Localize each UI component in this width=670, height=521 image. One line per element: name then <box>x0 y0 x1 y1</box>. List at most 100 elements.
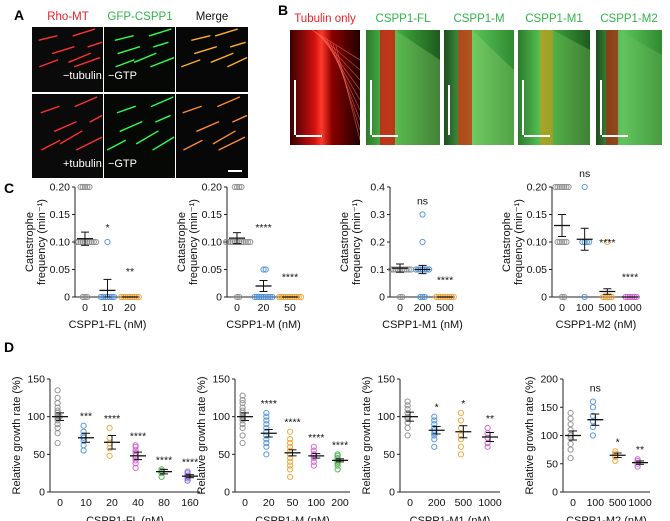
data-point <box>86 238 93 246</box>
x-axis-title: CSPP1-FL (nM) <box>69 319 147 331</box>
microtubule-strand <box>133 52 157 63</box>
data-point <box>263 409 270 416</box>
x-tick-label: 10 <box>80 497 92 509</box>
data-point <box>431 417 438 424</box>
y-tick-label: 100 <box>212 411 230 423</box>
y-tick-label: 150 <box>377 374 395 386</box>
data-point <box>401 266 408 273</box>
y-tick-label: 0 <box>64 292 70 304</box>
x-tick-label: 500 <box>455 497 473 509</box>
panelB-kymographs <box>290 29 662 145</box>
data-point <box>262 293 269 301</box>
x-tick-label: 100 <box>576 302 594 314</box>
x-tick-label: 1000 <box>628 497 652 509</box>
data-point <box>388 266 395 273</box>
chart-C1: 0 0.05 0.10 0.15 0.20 0 10 20 CSPP1-FL (nM) Catas… <box>24 182 146 332</box>
y-tick-label: 0.15 <box>202 209 223 221</box>
kymo-title-4: CSPP1-M2 <box>600 13 658 25</box>
x-tick-label: 0 <box>82 302 88 314</box>
kymo-title-3: CSPP1-M1 <box>525 13 583 25</box>
significance-label: **** <box>282 272 298 284</box>
y-tick-label: 50 <box>33 449 45 461</box>
data-point <box>239 396 246 404</box>
y-tick-label: 0 <box>224 487 230 499</box>
y-tick-label: 0.20 <box>50 182 71 194</box>
chart-D3: 0 50 100 150 0 200 500 1000 CSPP1-M1 (nM) Relativ… <box>361 374 502 521</box>
data-point <box>222 238 230 246</box>
y-tick-label: 0.05 <box>50 264 71 276</box>
chart-C3: 0 0.1 0.2 0.3 0.4 0 200 500 CSPP1-M1 (nM) Catastr… <box>339 182 463 332</box>
microtubule-strand <box>41 139 61 151</box>
data-point <box>239 404 246 411</box>
data-point <box>599 293 607 301</box>
y-tick-label: 0.05 <box>527 264 548 276</box>
data-point <box>84 293 91 301</box>
y-axis-title: Relative growth rate (%) <box>196 377 208 495</box>
data-point <box>264 293 271 301</box>
x-tick-label: 20 <box>124 302 136 314</box>
microtubule-strand <box>115 59 135 68</box>
data-point <box>263 413 270 420</box>
kymograph-cspp1-m1 <box>518 30 590 145</box>
data-point <box>390 266 397 273</box>
y-tick-label: 0.2 <box>370 237 385 249</box>
chart-C2: 0 0.05 0.10 0.15 0.20 0 20 50 CSPP1-M (nM) Catast… <box>176 182 305 331</box>
data-point <box>267 293 274 301</box>
kymo-title-2: CSPP1-M <box>453 13 504 25</box>
data-point <box>263 451 270 458</box>
kymograph-tubulin-only <box>290 29 361 145</box>
data-point <box>558 238 566 246</box>
data-point <box>567 440 574 448</box>
x-axis-title: CSPP1-M2 (nM) <box>566 515 647 521</box>
data-point <box>104 238 111 246</box>
panel-letter-a: A <box>14 7 24 23</box>
data-point <box>239 392 246 399</box>
kymograph-cspp1-m2 <box>596 30 662 145</box>
panelA-row-label-minus: −tubulin, −GTP <box>63 70 137 82</box>
data-point <box>227 238 234 246</box>
x-tick-label: 0 <box>559 302 565 314</box>
x-tick-label: 20 <box>106 497 118 509</box>
data-point <box>589 398 597 405</box>
data-point <box>561 238 568 246</box>
data-point <box>263 421 270 428</box>
micrograph-gfp-plus <box>104 94 175 178</box>
microtubule-strand <box>218 136 246 151</box>
data-point <box>77 238 84 246</box>
data-point <box>54 387 61 394</box>
microtubule-strand <box>217 96 241 108</box>
microtubule-strand <box>150 57 175 68</box>
data-point <box>552 183 559 191</box>
kymo-title-1: CSPP1-FL <box>376 13 432 25</box>
data-point <box>431 443 438 450</box>
data-point <box>396 293 404 301</box>
microtubule-strand <box>40 105 60 114</box>
microtubule-strand <box>230 41 246 48</box>
x-axis-title: CSPP1-M1 (nM) <box>382 319 463 331</box>
data-point <box>81 183 89 191</box>
microtubule-strand <box>72 28 96 37</box>
y-tick-label: 0 <box>379 292 385 304</box>
data-point <box>310 462 317 469</box>
x-tick-label: 0 <box>397 302 403 314</box>
x-axis-title: CSPP1-FL (nM) <box>86 515 164 521</box>
microtubule-strand <box>194 46 218 55</box>
significance-label: **** <box>261 398 277 410</box>
data-point <box>392 266 399 273</box>
significance-label: ** <box>636 444 644 456</box>
data-point <box>287 436 294 443</box>
significance-label: **** <box>255 222 271 234</box>
data-point <box>419 211 426 218</box>
x-tick-label: 100 <box>587 497 605 509</box>
microtubule-strand <box>210 52 234 63</box>
data-point <box>75 238 82 246</box>
data-point <box>431 413 438 420</box>
microtubule-strand <box>152 41 169 48</box>
data-point <box>263 417 270 424</box>
data-point <box>404 402 411 409</box>
data-point <box>287 462 294 469</box>
y-tick-label: 150 <box>27 374 45 386</box>
data-point <box>403 266 410 273</box>
data-point <box>239 424 246 432</box>
data-point <box>132 442 139 449</box>
